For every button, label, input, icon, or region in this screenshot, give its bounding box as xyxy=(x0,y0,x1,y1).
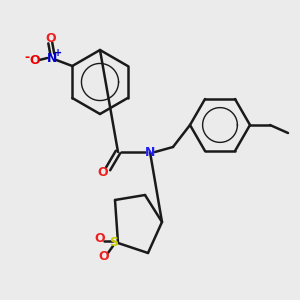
Text: O: O xyxy=(99,250,109,263)
Text: -: - xyxy=(25,50,30,64)
Text: O: O xyxy=(95,232,105,245)
Text: S: S xyxy=(110,236,118,250)
Text: O: O xyxy=(29,53,40,67)
Text: N: N xyxy=(47,52,58,64)
Text: +: + xyxy=(54,48,62,58)
Text: N: N xyxy=(145,146,155,158)
Text: O: O xyxy=(45,32,56,44)
Text: O: O xyxy=(98,166,108,178)
